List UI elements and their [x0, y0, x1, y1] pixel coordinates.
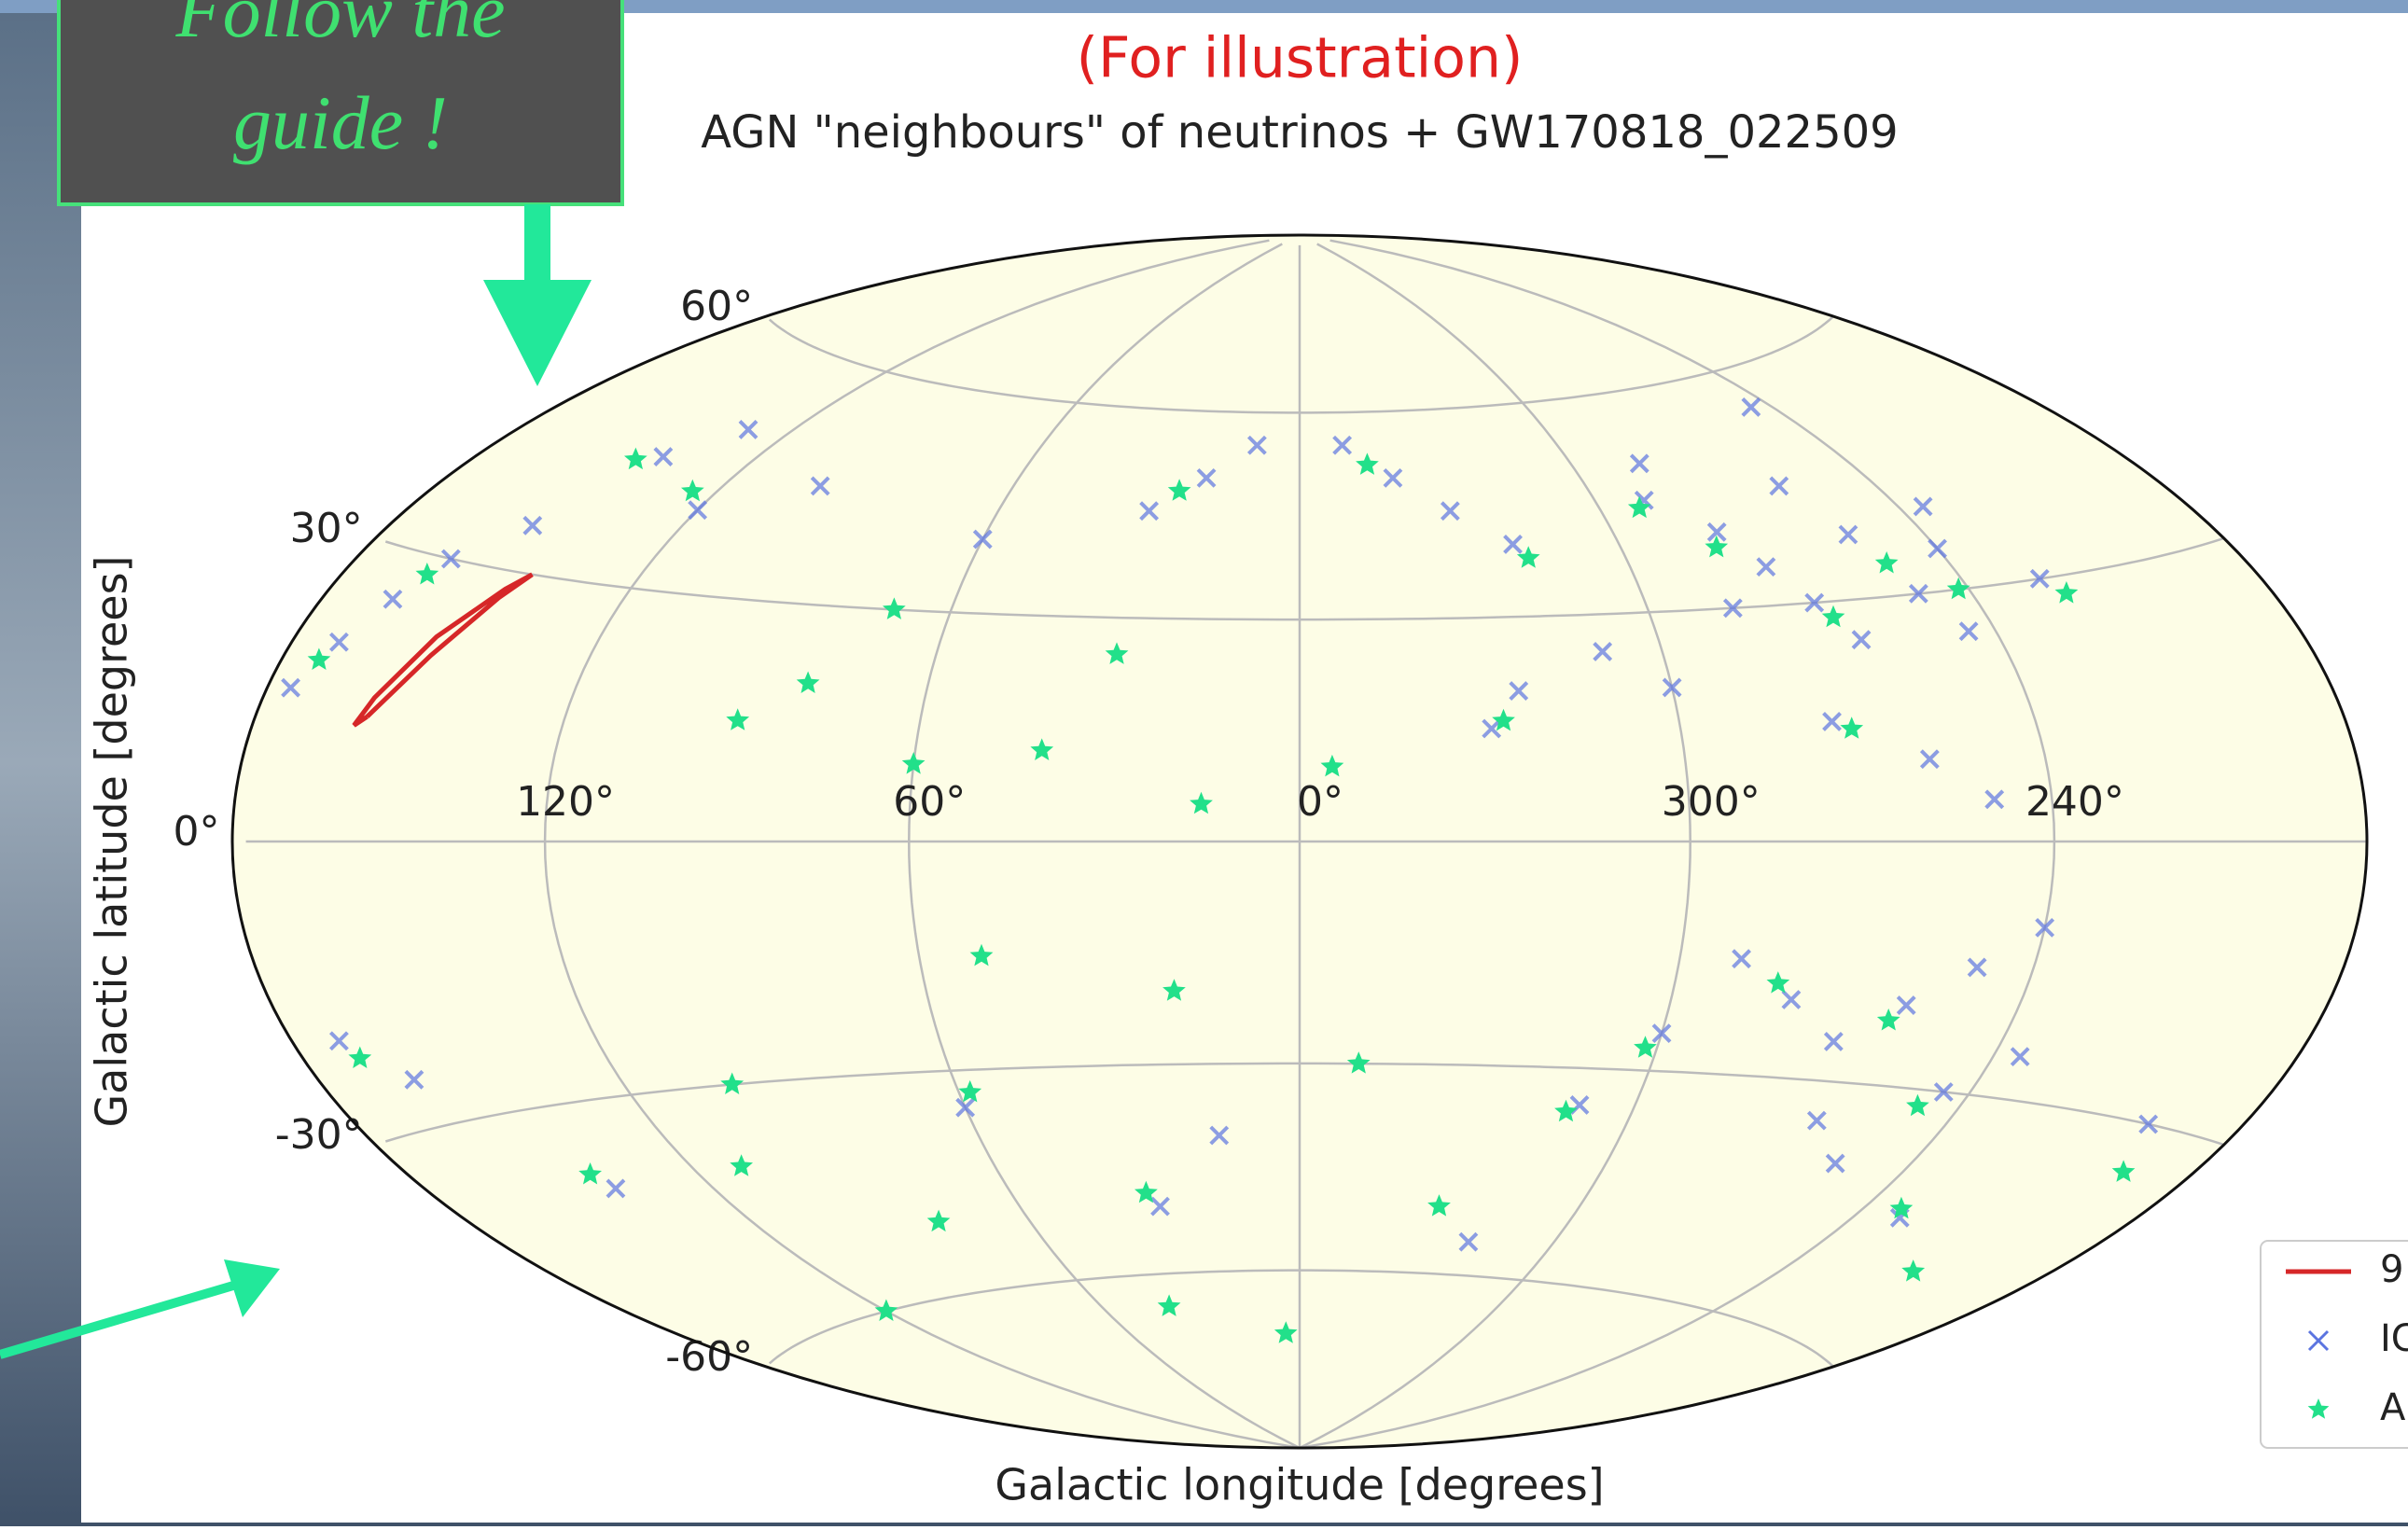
legend-label: IC [2380, 1317, 2408, 1360]
chart-title: (For illustration) [1077, 26, 1524, 91]
x-tick-label: 60° [893, 778, 966, 826]
x-tick-label: 240° [2025, 778, 2124, 826]
chart-subtitle: AGN "neighbours" of neutrinos + GW170818… [701, 106, 1898, 159]
guide-text: Follow the [174, 0, 505, 53]
y-axis-label: Galactic latitude [degrees] [87, 556, 137, 1128]
legend-label: 9 [2380, 1248, 2403, 1291]
x-tick-label: 0° [1297, 778, 1343, 826]
y-tick-label: 0° [173, 808, 219, 855]
guide-text: guide ! [233, 80, 448, 165]
x-axis-label: Galactic longitude [degrees] [995, 1460, 1604, 1510]
legend-label: A [2380, 1386, 2406, 1429]
x-tick-label: 120° [516, 778, 615, 826]
x-tick-label: 300° [1662, 778, 1761, 826]
screen: 60°30°0°-30°-60°120°60°0°300°240° (For i… [0, 0, 2408, 1526]
y-tick-label: 30° [290, 505, 363, 552]
page: 60°30°0°-30°-60°120°60°0°300°240° (For i… [0, 0, 2408, 1526]
arrow-shaft [524, 204, 550, 284]
